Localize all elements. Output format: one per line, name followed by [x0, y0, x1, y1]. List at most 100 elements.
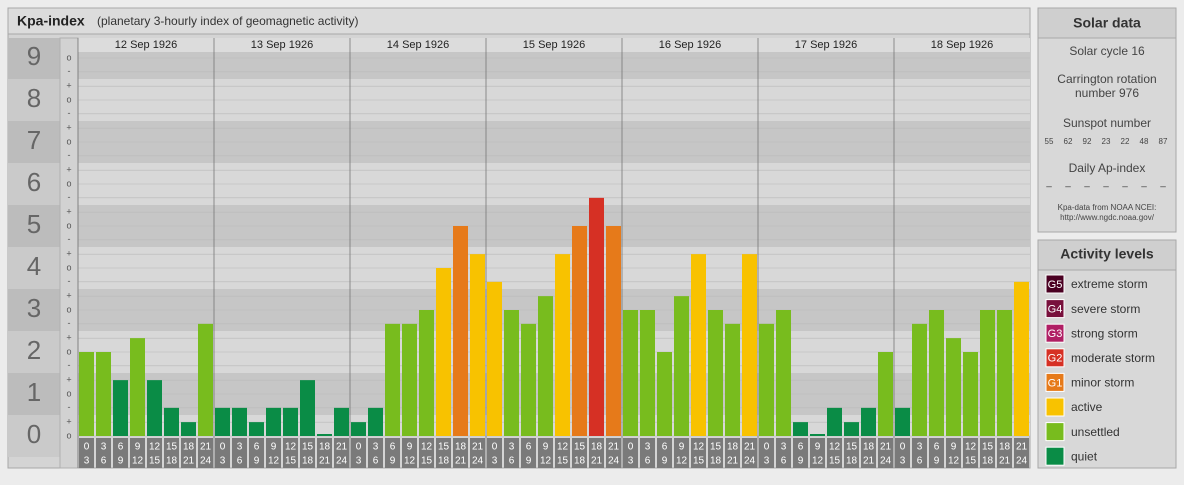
solar-header — [1037, 7, 1177, 39]
minor-tick-label: o — [66, 262, 71, 272]
ap-title: Daily Ap-index — [1069, 161, 1146, 175]
day-label: 17 Sep 1926 — [795, 39, 857, 51]
legend-swatch — [1045, 274, 1065, 294]
minor-tick-label: - — [68, 402, 71, 412]
bar — [147, 380, 162, 436]
hour-end: 12 — [268, 456, 280, 467]
hour-end: 15 — [693, 456, 705, 467]
hour-start: 21 — [744, 442, 756, 453]
bar — [589, 197, 604, 436]
hour-cell — [657, 438, 672, 468]
label-band — [8, 163, 60, 205]
hour-start: 15 — [574, 442, 586, 453]
hour-end: 24 — [744, 456, 756, 467]
hour-end: 6 — [373, 456, 379, 467]
hour-cell — [555, 438, 570, 468]
hour-end: 18 — [574, 456, 586, 467]
legend-label: extreme storm — [1071, 277, 1148, 291]
hour-start: 3 — [781, 442, 787, 453]
hour-end: 24 — [336, 456, 348, 467]
bar — [776, 310, 791, 436]
hour-cell — [504, 438, 519, 468]
minor-tick-label: - — [68, 150, 71, 160]
bar — [283, 407, 298, 436]
hour-end: 21 — [319, 456, 331, 467]
bar — [198, 323, 213, 436]
minor-tick-label: - — [68, 108, 71, 118]
hour-start: 12 — [693, 442, 705, 453]
hour-cell — [1014, 438, 1029, 468]
hour-start: 6 — [798, 442, 804, 453]
hour-end: 3 — [220, 456, 226, 467]
hour-cell — [470, 438, 485, 468]
hour-end: 21 — [591, 456, 603, 467]
hour-end: 6 — [509, 456, 515, 467]
hour-end: 6 — [781, 456, 787, 467]
hour-start: 12 — [149, 442, 161, 453]
hour-start: 0 — [628, 442, 634, 453]
legend-swatch — [1045, 372, 1065, 392]
bar — [487, 281, 502, 436]
sunspot-number: 23 — [1102, 137, 1111, 146]
legend-label: minor storm — [1071, 376, 1134, 390]
hour-end: 9 — [390, 456, 396, 467]
hour-cell — [96, 438, 111, 468]
hour-start: 9 — [407, 442, 413, 453]
bar — [844, 422, 859, 436]
hour-start: 9 — [679, 442, 685, 453]
title-bar — [7, 7, 1031, 35]
y-tick-label: 3 — [27, 293, 41, 323]
legend-badge: G3 — [1048, 328, 1063, 340]
hour-start: 9 — [951, 442, 957, 453]
minor-tick-label: o — [66, 304, 71, 314]
hour-start: 15 — [710, 442, 722, 453]
hour-start: 9 — [271, 442, 277, 453]
bar — [351, 422, 366, 436]
hour-cell — [844, 438, 859, 468]
legend-swatch — [1045, 323, 1065, 343]
hour-cell — [147, 438, 162, 468]
chart-subtitle: (planetary 3-hourly index of geomagnetic… — [97, 14, 358, 28]
y-tick-label: 0 — [27, 419, 41, 449]
hour-start: 18 — [863, 442, 875, 453]
hour-end: 24 — [472, 456, 484, 467]
hour-cell — [725, 438, 740, 468]
bar — [640, 310, 655, 436]
legend-swatch — [1045, 422, 1065, 442]
hour-cell — [453, 438, 468, 468]
hour-start: 3 — [237, 442, 243, 453]
hour-start: 6 — [934, 442, 940, 453]
hour-end: 12 — [540, 456, 552, 467]
minor-tick-label: o — [66, 430, 71, 440]
hour-end: 3 — [492, 456, 498, 467]
hour-end: 9 — [662, 456, 668, 467]
hour-start: 0 — [764, 442, 770, 453]
hour-end: 12 — [812, 456, 824, 467]
bar — [827, 407, 842, 436]
hour-cell — [385, 438, 400, 468]
hour-cell — [878, 438, 893, 468]
legend-badge: G5 — [1048, 279, 1063, 291]
hour-cell — [827, 438, 842, 468]
hour-cell — [895, 438, 910, 468]
bar — [79, 352, 94, 436]
hour-cell — [419, 438, 434, 468]
hour-start: 9 — [135, 442, 141, 453]
ap-value: – — [1103, 182, 1109, 193]
hour-end: 24 — [1016, 456, 1028, 467]
bar — [691, 254, 706, 436]
hour-start: 21 — [1016, 442, 1028, 453]
band — [78, 415, 1030, 436]
ap-value: – — [1141, 182, 1147, 193]
solar-title: Solar data — [1073, 15, 1141, 31]
hour-end: 21 — [183, 456, 195, 467]
hour-cell — [810, 438, 825, 468]
hour-start: 3 — [917, 442, 923, 453]
bar — [164, 407, 179, 436]
sunspot-number: 22 — [1121, 137, 1130, 146]
hour-start: 12 — [421, 442, 433, 453]
bar — [215, 407, 230, 436]
day-label: 12 Sep 1926 — [115, 39, 177, 51]
hour-cell — [436, 438, 451, 468]
